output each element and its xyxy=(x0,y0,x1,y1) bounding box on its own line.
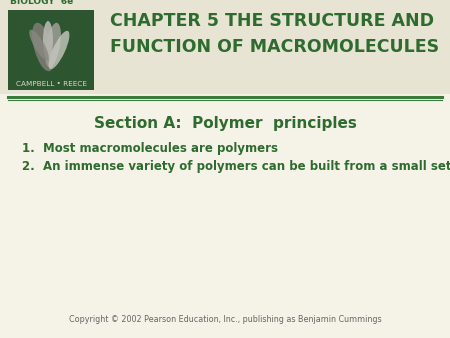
Text: CAMPBELL • REECE: CAMPBELL • REECE xyxy=(15,81,86,87)
Bar xyxy=(0,0,450,94)
Ellipse shape xyxy=(45,23,61,67)
Text: Section A:  Polymer  principles: Section A: Polymer principles xyxy=(94,116,356,131)
Text: CHAPTER 5 THE STRUCTURE AND: CHAPTER 5 THE STRUCTURE AND xyxy=(110,12,434,30)
Ellipse shape xyxy=(29,30,49,61)
Text: Copyright © 2002 Pearson Education, Inc., publishing as Benjamin Cummings: Copyright © 2002 Pearson Education, Inc.… xyxy=(69,315,381,324)
Ellipse shape xyxy=(32,23,54,71)
Bar xyxy=(8,10,94,90)
Text: FUNCTION OF MACROMOLECULES: FUNCTION OF MACROMOLECULES xyxy=(110,38,439,56)
Ellipse shape xyxy=(49,31,69,69)
Ellipse shape xyxy=(43,21,53,59)
Text: 1.  Most macromolecules are polymers: 1. Most macromolecules are polymers xyxy=(22,142,278,155)
Text: BIOLOGY  6e: BIOLOGY 6e xyxy=(10,0,73,6)
Text: 2.  An immense variety of polymers can be built from a small set of monomers: 2. An immense variety of polymers can be… xyxy=(22,160,450,173)
